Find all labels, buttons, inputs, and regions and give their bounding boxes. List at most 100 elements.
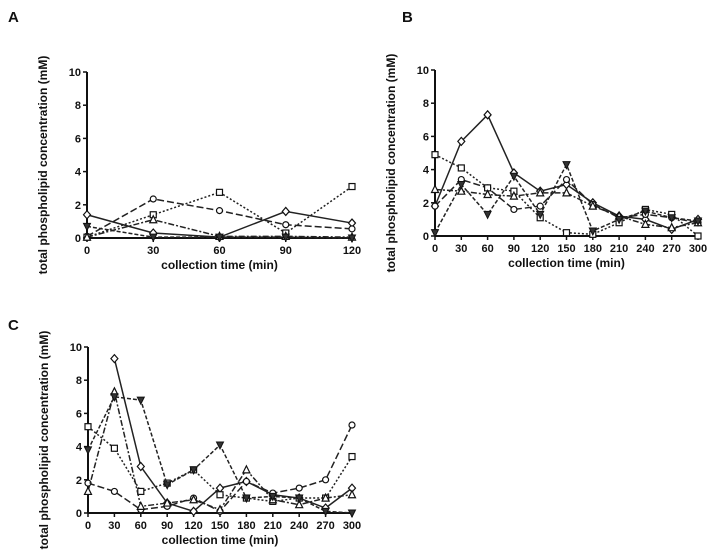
- series-line-diamond: [113, 358, 353, 513]
- data-point-diamond: [457, 136, 466, 147]
- x-tick-label: 150: [211, 520, 229, 532]
- data-point-diamond: [281, 206, 291, 217]
- y-tick-label: 2: [76, 475, 82, 487]
- data-point-triangle-down: [294, 494, 304, 504]
- y-tick-label: 6: [76, 408, 82, 420]
- data-point-diamond: [189, 506, 198, 517]
- x-tick-label: 0: [432, 243, 438, 255]
- data-point-circle: [510, 205, 518, 214]
- x-tick-label: 60: [135, 520, 147, 532]
- x-tick-label: 120: [531, 243, 549, 255]
- data-point-square: [431, 151, 439, 159]
- data-point-triangle-up: [82, 231, 92, 241]
- y-tick-label: 10: [417, 65, 429, 77]
- x-axis-label: collection time (min): [161, 258, 278, 272]
- series-line-circle: [87, 424, 353, 513]
- data-point-triangle-down: [347, 509, 357, 519]
- data-point-triangle-down: [268, 492, 278, 502]
- data-point-triangle-down: [667, 214, 677, 223]
- data-point-triangle-down: [430, 229, 440, 238]
- y-tick-label: 6: [75, 133, 81, 145]
- data-point-triangle-up: [456, 185, 466, 195]
- y-tick-label: 10: [70, 342, 82, 354]
- data-point-square: [348, 452, 356, 461]
- data-point-square: [215, 188, 224, 196]
- data-point-square: [348, 182, 356, 191]
- data-point-circle: [110, 487, 119, 496]
- data-point-triangle-up: [588, 200, 598, 210]
- data-point-circle: [242, 477, 250, 486]
- y-axis-label: total phospholipid concentration (mM): [36, 56, 50, 275]
- y-tick-label: 4: [76, 442, 83, 454]
- data-point-triangle-up: [347, 489, 357, 499]
- data-point-triangle-down: [321, 507, 330, 517]
- data-point-triangle-down: [83, 446, 93, 456]
- data-point-triangle-up: [640, 219, 650, 228]
- data-point-triangle-down: [242, 494, 251, 504]
- data-point-square: [110, 444, 119, 452]
- data-point-triangle-down: [614, 215, 624, 225]
- y-tick-label: 0: [423, 231, 429, 243]
- y-tick-label: 0: [76, 508, 82, 520]
- series-line-triangle-down: [434, 162, 699, 234]
- data-point-triangle-down: [148, 233, 158, 243]
- panel-a: A 0 2 4 6 8 10 0 30 60 90 120 collection time (min) t…: [8, 9, 361, 274]
- data-point-triangle-up: [189, 494, 199, 504]
- data-point-triangle-down: [82, 222, 92, 232]
- data-point-triangle-down: [215, 441, 225, 451]
- data-point-triangle-up: [136, 501, 146, 510]
- data-point-circle: [536, 202, 544, 210]
- x-tick-label: 90: [508, 243, 520, 255]
- x-tick-label: 210: [264, 520, 282, 532]
- data-point-triangle-down: [189, 466, 198, 475]
- x-tick-label: 180: [237, 520, 255, 532]
- data-point-circle: [431, 202, 439, 210]
- data-point-square: [84, 423, 92, 431]
- x-axis-label: collection time (min): [508, 256, 625, 270]
- x-tick-label: 240: [636, 243, 654, 255]
- x-tick-label: 90: [280, 245, 292, 257]
- y-axis-label: total phospholipid concentration (mM): [384, 54, 398, 273]
- data-point-diamond: [483, 109, 492, 120]
- y-tick-label: 0: [75, 233, 81, 245]
- x-tick-label: 120: [184, 520, 202, 532]
- data-point-diamond: [136, 461, 146, 472]
- x-tick-label: 30: [147, 245, 159, 257]
- data-point-triangle-down: [215, 233, 224, 243]
- x-tick-label: 30: [108, 520, 120, 532]
- data-point-square: [562, 229, 571, 237]
- data-point-triangle-up: [483, 189, 493, 199]
- x-tick-label: 150: [557, 243, 575, 255]
- y-tick-label: 4: [75, 167, 82, 179]
- data-point-triangle-up: [215, 504, 225, 514]
- y-tick-label: 8: [75, 100, 81, 112]
- data-point-circle: [348, 225, 356, 233]
- data-point-triangle-down: [483, 210, 492, 220]
- x-tick-label: 240: [290, 520, 308, 532]
- x-tick-label: 60: [213, 245, 225, 257]
- data-point-circle: [282, 221, 290, 229]
- data-point-triangle-down: [588, 227, 598, 237]
- x-tick-label: 300: [689, 243, 707, 255]
- data-point-triangle-down: [162, 481, 172, 490]
- series-line-diamond: [434, 113, 699, 231]
- data-point-triangle-up: [294, 499, 304, 509]
- x-tick-label: 270: [663, 243, 681, 255]
- data-point-triangle-up: [667, 222, 677, 232]
- data-point-diamond: [82, 209, 92, 220]
- data-point-circle: [348, 421, 356, 429]
- data-point-circle: [149, 195, 157, 203]
- data-point-square: [457, 164, 465, 172]
- data-point-triangle-up: [562, 187, 571, 197]
- data-point-circle: [295, 484, 303, 492]
- data-point-square: [694, 232, 702, 240]
- panel-label: B: [402, 9, 413, 26]
- series-line-square: [86, 185, 353, 238]
- data-point-triangle-down: [456, 181, 466, 190]
- x-tick-label: 90: [161, 520, 173, 532]
- x-axis-label: collection time (min): [162, 533, 279, 547]
- data-point-triangle-up: [162, 497, 172, 507]
- y-tick-label: 2: [75, 200, 81, 212]
- data-point-triangle-up: [321, 492, 331, 502]
- data-point-diamond: [110, 353, 119, 364]
